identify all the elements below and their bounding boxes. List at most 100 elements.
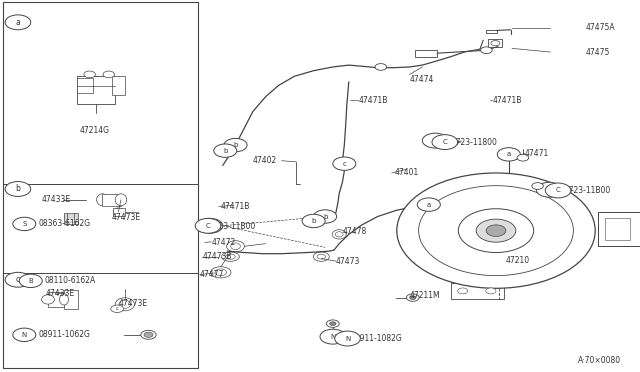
Text: a: a [507, 151, 511, 157]
Text: 47475A: 47475A [586, 23, 615, 32]
Bar [451, 283, 504, 299]
Text: 47401: 47401 [394, 169, 419, 177]
Circle shape [314, 210, 337, 223]
Text: 47477: 47477 [200, 270, 224, 279]
Ellipse shape [115, 194, 127, 206]
Text: a: a [427, 202, 431, 208]
Circle shape [536, 182, 562, 197]
Text: 47473: 47473 [336, 257, 360, 266]
Circle shape [497, 148, 520, 161]
Circle shape [375, 64, 387, 70]
Circle shape [103, 71, 115, 78]
Text: 47433E: 47433E [42, 195, 71, 204]
Circle shape [224, 138, 247, 152]
Circle shape [5, 272, 31, 287]
Circle shape [5, 15, 31, 30]
Circle shape [417, 198, 440, 211]
Ellipse shape [230, 243, 241, 250]
Circle shape [532, 183, 543, 189]
Bar [77, 78, 93, 93]
Text: C: C [205, 223, 211, 229]
Bar [112, 76, 125, 95]
Ellipse shape [119, 300, 131, 308]
Circle shape [458, 288, 468, 294]
Ellipse shape [225, 254, 236, 259]
Circle shape [491, 41, 500, 46]
Circle shape [517, 154, 529, 161]
Circle shape [458, 209, 534, 253]
Text: b: b [312, 218, 316, 224]
Text: 47471B: 47471B [358, 96, 388, 105]
Text: 47478: 47478 [343, 227, 367, 236]
Circle shape [326, 320, 339, 327]
Text: 47473E: 47473E [118, 299, 148, 308]
Text: a: a [15, 18, 20, 27]
Circle shape [5, 182, 31, 196]
Ellipse shape [60, 294, 68, 305]
Bar [486, 30, 497, 33]
Circle shape [144, 332, 153, 337]
Text: C: C [433, 138, 438, 144]
Circle shape [476, 219, 516, 242]
Bar [77, 76, 115, 104]
Bar [64, 213, 78, 224]
Text: b: b [234, 142, 237, 148]
Text: 47473E: 47473E [112, 213, 141, 222]
Text: b: b [223, 148, 227, 154]
Bar [3, 2, 198, 368]
Text: C: C [556, 187, 561, 193]
Text: c: c [116, 306, 118, 311]
Circle shape [214, 144, 237, 157]
Ellipse shape [42, 295, 54, 304]
Circle shape [422, 133, 448, 148]
Bar [113, 208, 125, 216]
Circle shape [335, 331, 360, 346]
Bar [102, 194, 121, 206]
Circle shape [330, 322, 336, 326]
Text: c: c [342, 161, 346, 167]
Ellipse shape [115, 298, 134, 311]
Circle shape [302, 214, 325, 228]
Circle shape [397, 173, 595, 288]
Circle shape [141, 330, 156, 339]
Ellipse shape [113, 208, 124, 216]
Text: b: b [323, 214, 327, 219]
Text: c: c [16, 275, 20, 284]
Text: 47214G: 47214G [80, 126, 109, 135]
Bar [605, 218, 630, 240]
Ellipse shape [314, 252, 329, 261]
Text: 08723-11800: 08723-11800 [447, 138, 497, 147]
Ellipse shape [317, 254, 326, 259]
Bar [48, 292, 64, 307]
Circle shape [333, 157, 356, 170]
Text: 47210: 47210 [506, 256, 530, 265]
Ellipse shape [221, 252, 239, 261]
Text: 08723-11B00: 08723-11B00 [560, 186, 611, 195]
Text: 47473B: 47473B [202, 252, 232, 261]
Text: B: B [28, 278, 33, 284]
Circle shape [486, 288, 496, 294]
Text: 47471: 47471 [525, 149, 549, 158]
Circle shape [84, 71, 95, 78]
Circle shape [432, 135, 458, 150]
Text: 08110-6162A: 08110-6162A [45, 276, 96, 285]
Text: C: C [207, 223, 212, 229]
Text: 08363-6162G: 08363-6162G [38, 219, 90, 228]
Circle shape [197, 218, 223, 233]
Ellipse shape [227, 241, 244, 252]
Circle shape [19, 274, 42, 288]
Circle shape [13, 217, 36, 231]
Text: 47433E: 47433E [46, 289, 76, 298]
Circle shape [545, 183, 571, 198]
Text: 08911-1082G: 08911-1082G [351, 334, 403, 343]
Text: C: C [547, 187, 552, 193]
Text: 47475: 47475 [586, 48, 610, 57]
Bar [488, 39, 502, 47]
Bar [598, 212, 640, 246]
Text: 47402: 47402 [253, 156, 277, 165]
Text: 47474: 47474 [410, 76, 434, 84]
Circle shape [111, 305, 124, 312]
Circle shape [481, 47, 492, 54]
Text: 47211M: 47211M [410, 291, 440, 300]
Ellipse shape [335, 232, 343, 237]
